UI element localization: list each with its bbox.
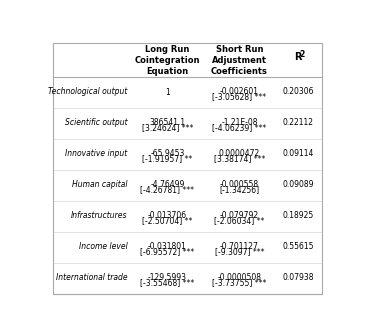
Text: [-2.06034] **: [-2.06034] ** [214,216,265,225]
Text: Income level: Income level [79,242,127,252]
Text: -4.76499: -4.76499 [150,180,184,189]
Text: 2: 2 [299,50,305,59]
Text: [-3.05628] ***: [-3.05628] *** [212,92,266,101]
Text: Technological output: Technological output [48,87,127,96]
Text: Infrastructures: Infrastructures [71,211,127,220]
Text: -1.21E-08: -1.21E-08 [221,118,258,127]
Text: 0.07938: 0.07938 [282,274,314,283]
Text: [-6.95572] ***: [-6.95572] *** [140,247,194,256]
Text: R: R [294,52,302,62]
Text: Long Run
Cointegration
Equation: Long Run Cointegration Equation [135,44,200,76]
Text: -129.5993: -129.5993 [148,273,187,282]
Text: Human capital: Human capital [72,180,127,189]
Text: 1: 1 [165,88,170,97]
Text: 0.22112: 0.22112 [283,118,314,127]
Text: 0.0000472: 0.0000472 [219,149,260,158]
Text: [-4.26781] ***: [-4.26781] *** [141,185,194,194]
Text: -65.9453: -65.9453 [150,149,184,158]
Text: -0.031801: -0.031801 [148,241,187,250]
Text: 0.20306: 0.20306 [282,87,314,96]
Text: Scientific output: Scientific output [65,118,127,127]
Text: [-4.06239] ***: [-4.06239] *** [212,123,266,132]
Text: -0.000558: -0.000558 [220,180,259,189]
Text: 386541.1: 386541.1 [149,118,186,127]
Text: -0.0000508: -0.0000508 [217,273,261,282]
Text: 0.18925: 0.18925 [283,211,314,220]
Text: Innovative input: Innovative input [65,149,127,158]
Text: [-1.34256]: [-1.34256] [219,185,259,194]
Text: [3.24624] ***: [3.24624] *** [142,123,193,132]
Text: 0.09089: 0.09089 [282,180,314,189]
Text: [-1.91957] **: [-1.91957] ** [142,154,193,163]
Text: -0.701127: -0.701127 [220,241,259,250]
Text: -0.002601: -0.002601 [220,87,259,96]
Text: [-2.50704] **: [-2.50704] ** [142,216,193,225]
Text: International trade: International trade [56,274,127,283]
Text: -0.013706: -0.013706 [148,211,187,219]
Text: [-9.3097] ***: [-9.3097] *** [215,247,264,256]
Text: [-3.55468] ***: [-3.55468] *** [140,278,194,287]
Text: 0.09114: 0.09114 [283,149,314,158]
Text: 0.55615: 0.55615 [282,242,314,252]
Text: -0.079792: -0.079792 [220,211,259,219]
Text: [-3.73755] ***: [-3.73755] *** [212,278,267,287]
Text: [3.38174] ***: [3.38174] *** [214,154,265,163]
Text: Short Run
Adjustment
Coefficients: Short Run Adjustment Coefficients [211,44,268,76]
